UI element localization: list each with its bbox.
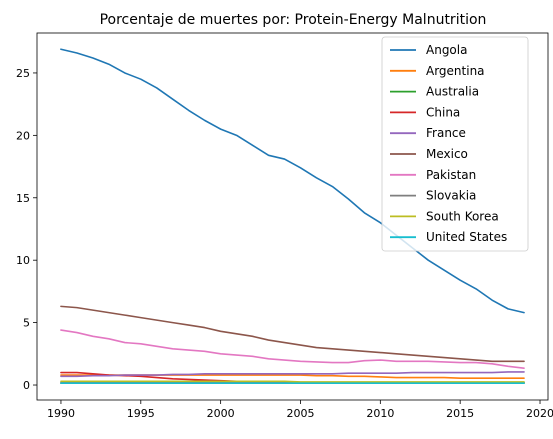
legend-box (381, 36, 529, 252)
series-line-mexico (60, 305, 525, 363)
legend-label: Slovakia (426, 189, 476, 203)
legend-label: South Korea (426, 209, 499, 223)
y-tick-label: 5 (23, 317, 30, 330)
x-tick-label: 2020 (526, 407, 553, 420)
series-line-pakistan (60, 329, 525, 369)
legend-label: Angola (426, 43, 467, 57)
legend-label: Mexico (426, 147, 468, 161)
legend-label: China (426, 105, 460, 119)
series-lines (60, 48, 525, 384)
legend-label: United States (426, 230, 507, 244)
series-line-south-korea (60, 380, 525, 383)
legend-label: Argentina (426, 64, 485, 78)
x-tick-label: 2000 (207, 407, 235, 420)
x-tick-label: 2015 (446, 407, 474, 420)
y-tick-label: 0 (23, 379, 30, 392)
x-tick-label: 2005 (286, 407, 314, 420)
x-axis-ticks: 1990 1995 2000 2005 2010 2015 2020 (47, 400, 553, 420)
y-tick-label: 20 (16, 129, 30, 142)
legend-label: France (426, 126, 466, 140)
plot-frame (36, 32, 549, 401)
x-tick-label: 1995 (127, 407, 155, 420)
legend: Angola Argentina Australia China France Mexic… (381, 36, 529, 252)
plot-area (60, 48, 525, 384)
y-axis-ticks: 0 5 10 15 20 25 (16, 67, 37, 392)
y-tick-label: 10 (16, 254, 30, 267)
chart-title: Porcentaje de muertes por: Protein-Energ… (100, 12, 487, 28)
y-tick-label: 25 (16, 67, 30, 80)
y-tick-label: 15 (16, 192, 30, 205)
legend-label: Australia (426, 85, 479, 99)
x-tick-label: 1990 (47, 407, 75, 420)
series-line-france (60, 371, 525, 378)
legend-label: Pakistan (426, 168, 476, 182)
x-tick-label: 2010 (366, 407, 394, 420)
series-line-angola (60, 48, 525, 314)
